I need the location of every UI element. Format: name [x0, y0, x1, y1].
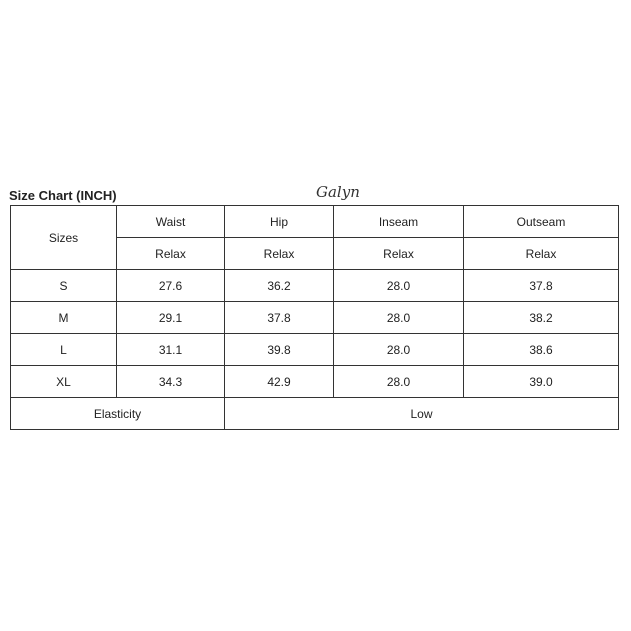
value-cell: 31.1 [116, 333, 225, 366]
value-cell: 34.3 [116, 365, 225, 398]
table-row: XL 34.3 42.9 28.0 39.0 [10, 365, 619, 398]
chart-title: Size Chart (INCH) [9, 188, 117, 203]
value-cell: 28.0 [333, 301, 464, 334]
size-cell: S [10, 269, 117, 302]
value-cell: 28.0 [333, 333, 464, 366]
value-cell: 29.1 [116, 301, 225, 334]
subheader-cell: Relax [463, 237, 619, 270]
brand-logo: Galyn [316, 183, 360, 201]
value-cell: 38.2 [463, 301, 619, 334]
header-hip: Hip [224, 205, 334, 238]
subheader-row: Relax Relax Relax Relax [11, 237, 619, 270]
table-row: M 29.1 37.8 28.0 38.2 [10, 301, 619, 334]
elasticity-value: Low [224, 397, 619, 430]
value-cell: 37.8 [224, 301, 334, 334]
value-cell: 28.0 [333, 269, 464, 302]
header-outseam: Outseam [463, 205, 619, 238]
table-row: S 27.6 36.2 28.0 37.8 [10, 269, 619, 302]
elasticity-label: Elasticity [10, 397, 225, 430]
header-waist: Waist [116, 205, 225, 238]
value-cell: 37.8 [463, 269, 619, 302]
value-cell: 42.9 [224, 365, 334, 398]
value-cell: 39.0 [463, 365, 619, 398]
value-cell: 38.6 [463, 333, 619, 366]
elasticity-row: Elasticity Low [10, 397, 619, 430]
value-cell: 28.0 [333, 365, 464, 398]
subheader-cell: Relax [224, 237, 334, 270]
header-row: Sizes Waist Hip Inseam Outseam [10, 205, 619, 270]
header-inseam: Inseam [333, 205, 464, 238]
subheader-cell: Relax [116, 237, 225, 270]
subheader-cell: Relax [333, 237, 464, 270]
value-cell: 27.6 [116, 269, 225, 302]
value-cell: 39.8 [224, 333, 334, 366]
table-row: L 31.1 39.8 28.0 38.6 [10, 333, 619, 366]
size-cell: XL [10, 365, 117, 398]
value-cell: 36.2 [224, 269, 334, 302]
size-cell: M [10, 301, 117, 334]
header-sizes: Sizes [10, 205, 117, 270]
size-cell: L [10, 333, 117, 366]
size-table: Sizes Waist Hip Inseam Outseam Relax Rel… [10, 205, 619, 430]
